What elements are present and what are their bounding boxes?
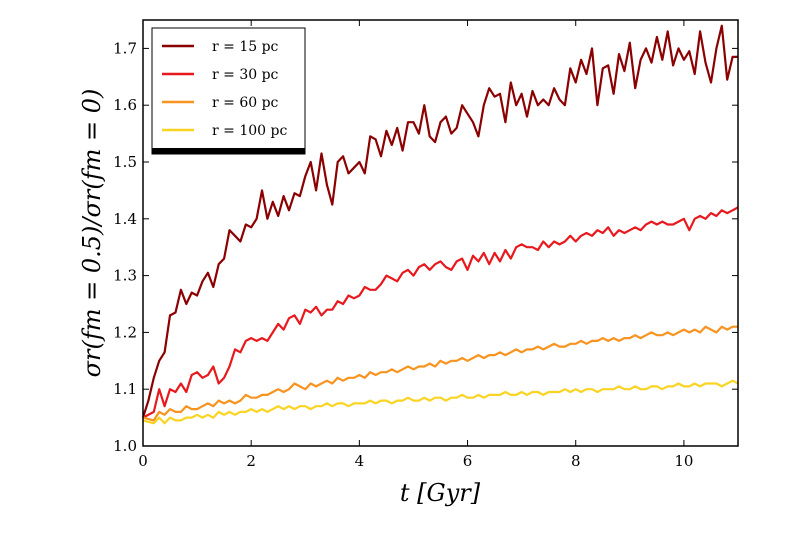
x-tick-label: 6 <box>463 452 473 470</box>
ticks-layer: 0 2 4 6 8 10 1.0 1.1 1.2 1.3 1.4 1.5 1.6 1.7 <box>113 20 738 470</box>
legend: r = 15 pc r = 30 pc r = 60 pc r = 100 pc <box>151 27 306 155</box>
series-layer <box>141 24 739 425</box>
series-line-1 <box>141 24 738 418</box>
x-tick-label: 10 <box>674 452 693 470</box>
y-tick-label: 1.0 <box>113 437 137 455</box>
legend-label-3: r = 60 pc <box>212 95 279 111</box>
y-tick-label: 1.6 <box>113 96 137 114</box>
y-tick-label: 1.3 <box>113 267 137 285</box>
y-tick-label: 1.7 <box>113 39 137 57</box>
legend-shadow <box>152 148 305 154</box>
legend-label-4: r = 100 pc <box>212 123 287 139</box>
legend-box <box>151 27 306 155</box>
y-tick-label: 1.5 <box>113 153 137 171</box>
series-line-2 <box>142 206 739 419</box>
plot-frame <box>142 19 739 447</box>
y-axis-title: σr(fm = 0.5)/σr(fm = 0) <box>78 89 106 378</box>
x-tick-label: 4 <box>355 452 365 470</box>
series-line-4 <box>142 379 739 425</box>
legend-label-1: r = 15 pc <box>212 39 279 55</box>
legend-label-2: r = 30 pc <box>212 67 279 83</box>
y-tick-label: 1.4 <box>113 210 137 228</box>
x-tick-label: 0 <box>138 452 148 470</box>
x-axis-title: t [Gyr] <box>400 479 481 507</box>
x-tick-label: 2 <box>246 452 256 470</box>
y-tick-label: 1.2 <box>113 323 137 341</box>
x-tick-label: 8 <box>571 452 581 470</box>
y-tick-label: 1.1 <box>113 380 137 398</box>
series-line-3 <box>142 325 738 422</box>
